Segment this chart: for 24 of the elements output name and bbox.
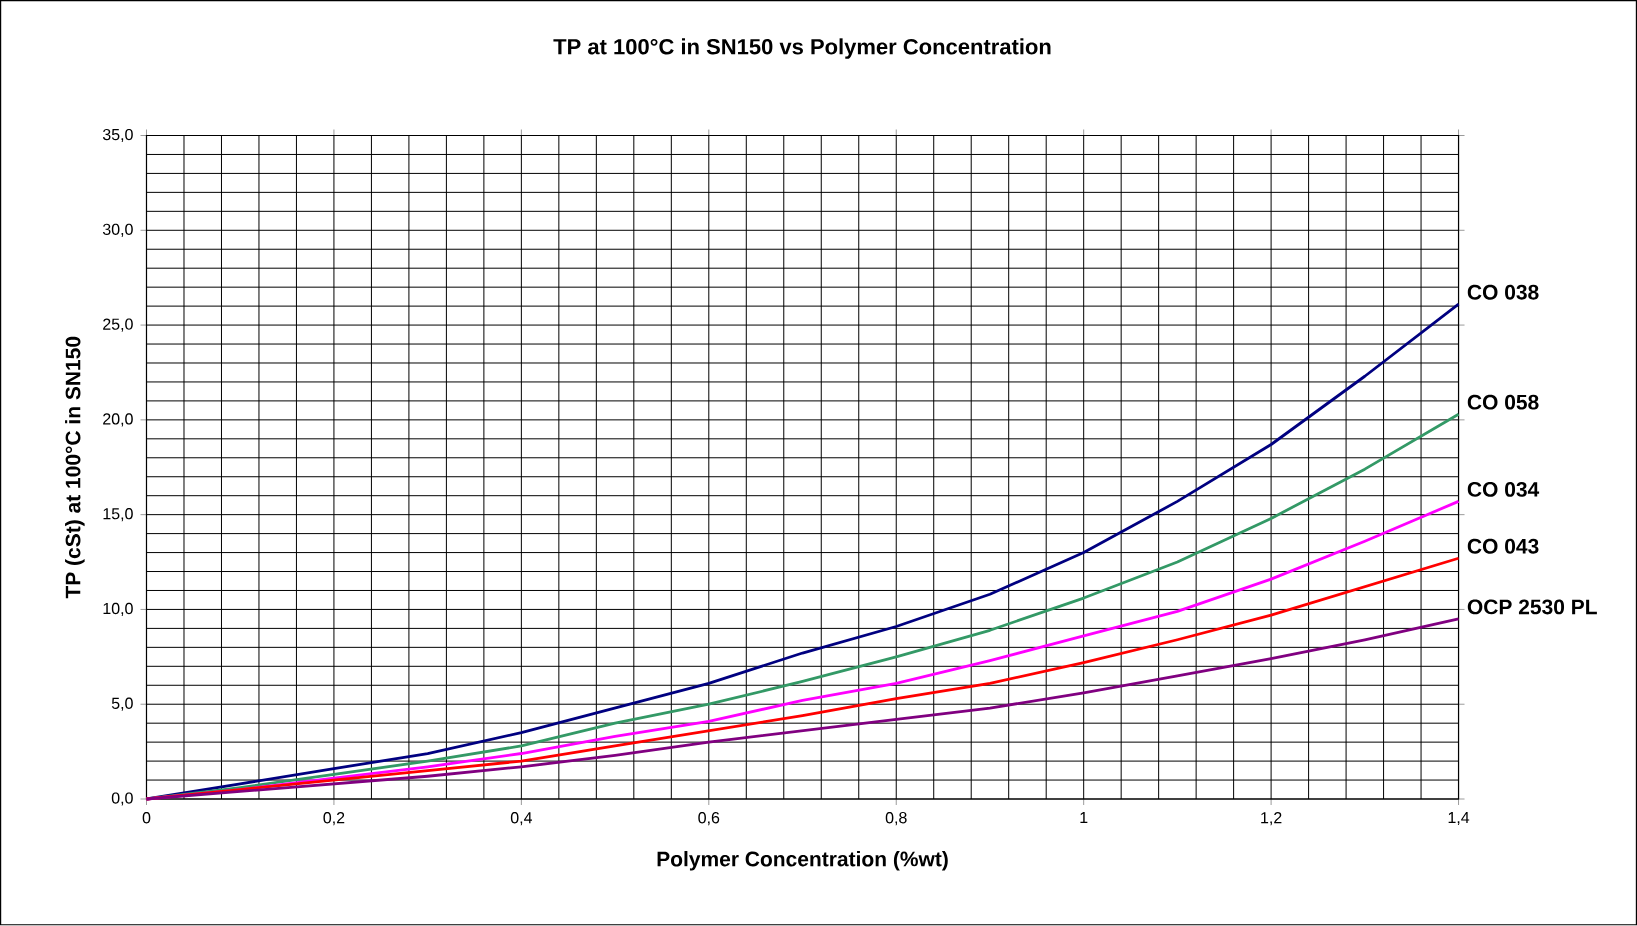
y-tick-label: 0,0 bbox=[111, 792, 133, 806]
x-tick-label: 1,2 bbox=[1261, 812, 1282, 826]
x-tick-label: 0,6 bbox=[698, 812, 720, 826]
series-label: CO 043 bbox=[1467, 539, 1539, 554]
series-label: OCP 2530 PL bbox=[1467, 599, 1597, 615]
x-tick-label: 0,8 bbox=[885, 812, 907, 826]
y-tick-label: 35,0 bbox=[102, 129, 133, 143]
y-axis-title: TP (cSt) at 100°C in SN150 bbox=[65, 337, 85, 599]
y-tick-label: 20,0 bbox=[103, 413, 133, 427]
y-tick-label: 15,0 bbox=[103, 508, 133, 522]
x-tick-label: 0 bbox=[142, 812, 151, 824]
x-tick-label: 1 bbox=[1080, 812, 1088, 824]
x-tick-label: 0,2 bbox=[323, 812, 345, 826]
y-tick-label: 5,0 bbox=[111, 697, 133, 712]
series-label: CO 058 bbox=[1467, 395, 1539, 410]
series-label: CO 034 bbox=[1467, 482, 1540, 498]
x-axis-title: Polymer Concentration (%wt) bbox=[657, 851, 948, 871]
chart-title: TP at 100°C in SN150 vs Polymer Concentration bbox=[553, 38, 1051, 60]
series-label: CO 038 bbox=[1467, 285, 1539, 300]
y-tick-label: 10,0 bbox=[103, 603, 133, 617]
y-tick-label: 25,0 bbox=[103, 318, 133, 332]
x-tick-label: 1,4 bbox=[1448, 812, 1470, 826]
y-tick-label: 30,0 bbox=[102, 223, 133, 238]
x-tick-label: 0,4 bbox=[510, 812, 533, 826]
